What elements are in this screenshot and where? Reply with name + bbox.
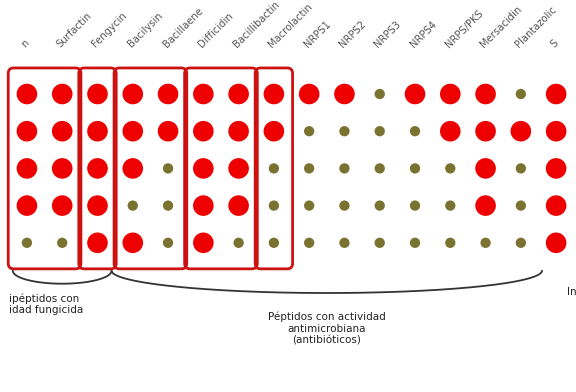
Point [481,165,490,172]
Point [552,128,561,134]
Point [305,128,314,134]
Point [22,240,32,246]
Point [481,240,490,246]
Point [58,202,67,209]
Point [305,165,314,172]
Point [375,91,384,97]
Point [446,91,455,97]
Point [164,202,173,209]
Text: Surfactin: Surfactin [55,10,94,49]
Text: Plantazolic: Plantazolic [514,4,559,49]
Point [93,91,102,97]
Point [516,240,525,246]
Point [58,128,67,134]
Text: Bacillibactin: Bacillibactin [232,0,282,49]
Point [164,128,173,134]
Text: NRPS1: NRPS1 [302,19,332,49]
Point [270,202,279,209]
Text: NRPS2: NRPS2 [338,19,368,49]
Point [270,91,279,97]
Point [516,202,525,209]
Point [410,165,419,172]
Point [93,240,102,246]
Point [234,240,243,246]
Point [199,91,208,97]
Point [516,128,525,134]
Text: Difficidin: Difficidin [196,11,235,49]
Text: Fengycin: Fengycin [90,11,129,49]
Point [22,202,32,209]
Point [93,128,102,134]
Text: Macrolactin: Macrolactin [267,2,314,49]
Point [340,202,349,209]
Text: NRPS3: NRPS3 [373,19,403,49]
Point [375,202,384,209]
Point [410,240,419,246]
Point [410,128,419,134]
Point [128,165,137,172]
Point [410,91,419,97]
Point [93,202,102,209]
Text: Mersacidin: Mersacidin [479,4,524,49]
Point [58,91,67,97]
Text: S: S [549,38,560,49]
Point [128,128,137,134]
Text: Bacillaene: Bacillaene [161,5,204,49]
Point [375,240,384,246]
Point [270,240,279,246]
Text: ipéptidos con
idad fungicida: ipéptidos con idad fungicida [9,293,84,315]
Point [128,91,137,97]
Text: NRPS/PKS: NRPS/PKS [443,8,485,49]
Text: n: n [20,38,32,49]
Point [93,165,102,172]
Point [552,240,561,246]
Point [552,202,561,209]
Point [234,165,243,172]
Point [481,91,490,97]
Point [128,240,137,246]
Text: Bacilysin: Bacilysin [126,11,164,49]
Point [128,202,137,209]
Point [270,128,279,134]
Point [164,91,173,97]
Point [305,91,314,97]
Point [22,128,32,134]
Point [340,128,349,134]
Point [516,165,525,172]
Point [481,128,490,134]
Point [552,91,561,97]
Point [164,240,173,246]
Point [305,240,314,246]
Point [340,91,349,97]
Point [199,165,208,172]
Point [410,202,419,209]
Point [375,165,384,172]
Point [234,202,243,209]
Point [22,165,32,172]
Point [234,128,243,134]
Point [552,165,561,172]
Point [199,240,208,246]
Point [305,202,314,209]
Text: Inc: Inc [567,287,576,298]
Point [164,165,173,172]
Text: NRPS4: NRPS4 [408,19,438,49]
Point [270,165,279,172]
Point [375,128,384,134]
Point [446,128,455,134]
Point [199,128,208,134]
Point [340,240,349,246]
Point [340,165,349,172]
Text: Péptidos con actividad
antimicrobiana
(antibióticos): Péptidos con actividad antimicrobiana (a… [268,312,386,345]
Point [516,91,525,97]
Point [199,202,208,209]
Point [58,240,67,246]
Point [446,165,455,172]
Point [58,165,67,172]
Point [234,91,243,97]
Point [22,91,32,97]
Point [446,240,455,246]
Point [481,202,490,209]
Point [446,202,455,209]
